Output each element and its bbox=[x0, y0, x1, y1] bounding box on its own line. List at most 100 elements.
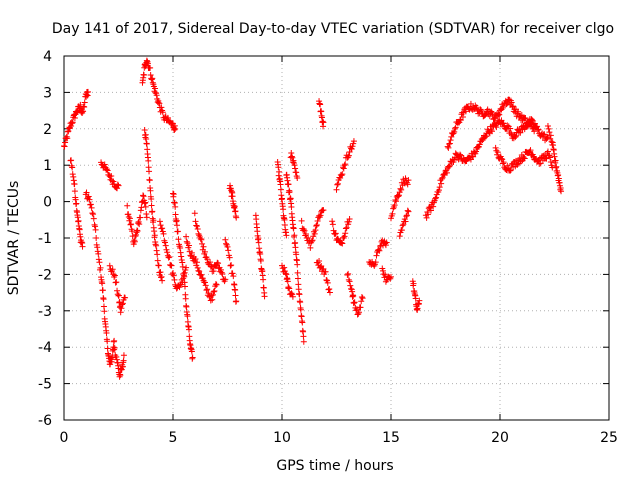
data-point bbox=[342, 230, 349, 237]
series-track-18 bbox=[279, 262, 296, 300]
data-point bbox=[342, 225, 349, 232]
data-point bbox=[108, 177, 115, 184]
series-track-34 bbox=[492, 144, 556, 174]
data-point bbox=[435, 187, 442, 194]
data-point bbox=[326, 285, 333, 292]
data-point bbox=[125, 211, 132, 218]
data-point bbox=[159, 277, 166, 284]
data-point bbox=[403, 212, 410, 219]
data-point bbox=[510, 103, 517, 110]
data-point bbox=[117, 309, 124, 316]
data-point bbox=[288, 153, 295, 160]
data-point bbox=[345, 221, 352, 228]
data-point bbox=[457, 151, 464, 158]
data-point bbox=[345, 152, 352, 159]
data-point bbox=[152, 85, 159, 92]
data-point bbox=[404, 207, 411, 214]
data-point bbox=[92, 226, 99, 233]
series-track-33 bbox=[444, 96, 538, 151]
data-point bbox=[483, 133, 490, 140]
data-point bbox=[326, 289, 333, 296]
data-point bbox=[192, 218, 199, 225]
data-point bbox=[157, 269, 164, 276]
data-point bbox=[156, 218, 163, 225]
data-point bbox=[423, 214, 430, 221]
data-point bbox=[207, 259, 214, 266]
data-point bbox=[159, 109, 166, 116]
x-tick-label: 25 bbox=[600, 430, 618, 446]
data-point bbox=[293, 251, 300, 258]
data-point bbox=[64, 135, 71, 142]
data-point bbox=[213, 281, 220, 288]
data-point bbox=[196, 268, 203, 275]
data-point bbox=[198, 236, 205, 243]
data-point bbox=[450, 130, 457, 137]
data-point bbox=[178, 257, 185, 264]
data-point bbox=[64, 128, 71, 135]
data-point bbox=[181, 283, 188, 290]
data-point bbox=[286, 285, 293, 292]
data-point bbox=[222, 276, 229, 283]
series-track-30 bbox=[396, 207, 412, 240]
data-point bbox=[317, 101, 324, 108]
series-track-14 bbox=[222, 236, 240, 305]
data-point bbox=[339, 171, 346, 178]
data-point bbox=[91, 221, 98, 228]
data-point bbox=[145, 157, 152, 164]
data-point bbox=[297, 299, 304, 306]
data-point bbox=[128, 221, 135, 228]
data-point bbox=[500, 120, 507, 127]
data-point bbox=[114, 287, 121, 294]
data-point bbox=[531, 123, 538, 130]
data-point bbox=[555, 172, 562, 179]
data-point bbox=[166, 253, 173, 260]
data-point bbox=[224, 243, 231, 250]
data-point bbox=[446, 140, 453, 147]
series-track-32 bbox=[422, 116, 551, 221]
data-point bbox=[194, 226, 201, 233]
data-point bbox=[276, 168, 283, 175]
data-point bbox=[169, 271, 176, 278]
data-point bbox=[521, 155, 528, 162]
data-point bbox=[316, 212, 323, 219]
data-point bbox=[444, 143, 451, 150]
data-point bbox=[332, 230, 339, 237]
data-point bbox=[446, 162, 453, 169]
data-point bbox=[168, 262, 175, 269]
data-point bbox=[177, 244, 184, 251]
data-point bbox=[69, 164, 76, 171]
data-point bbox=[410, 280, 417, 287]
data-point bbox=[132, 231, 139, 238]
data-point bbox=[207, 297, 214, 304]
data-point bbox=[308, 238, 315, 245]
data-point bbox=[111, 181, 118, 188]
data-point bbox=[527, 147, 534, 154]
data-point bbox=[285, 284, 292, 291]
data-point bbox=[307, 244, 314, 251]
data-point bbox=[201, 248, 208, 255]
data-point bbox=[503, 101, 510, 108]
data-point bbox=[343, 224, 350, 231]
data-point bbox=[135, 220, 142, 227]
data-point bbox=[201, 279, 208, 286]
data-point bbox=[322, 268, 329, 275]
data-point bbox=[288, 290, 295, 297]
data-point bbox=[447, 137, 454, 144]
data-point bbox=[333, 186, 340, 193]
data-point bbox=[195, 230, 202, 237]
data-point bbox=[350, 140, 357, 147]
data-point bbox=[179, 259, 186, 266]
data-point bbox=[473, 148, 480, 155]
data-point bbox=[119, 301, 126, 308]
data-point bbox=[189, 354, 196, 361]
data-point bbox=[183, 238, 190, 245]
data-point bbox=[445, 144, 452, 151]
series-track-9 bbox=[141, 126, 166, 284]
data-point bbox=[294, 175, 301, 182]
data-point bbox=[181, 273, 188, 280]
data-point bbox=[329, 221, 336, 228]
series-track-15 bbox=[226, 182, 240, 221]
data-point bbox=[312, 227, 319, 234]
